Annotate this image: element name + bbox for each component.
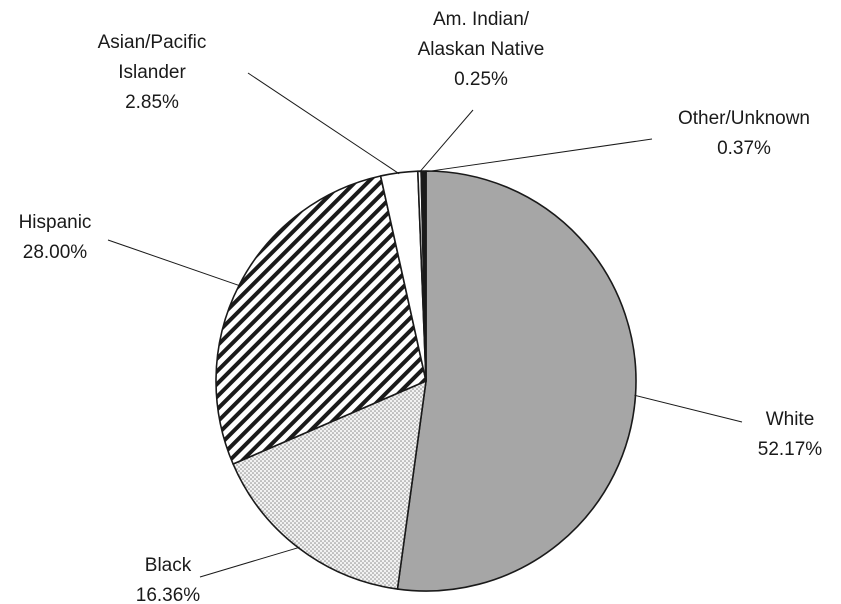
leader-lines — [107, 72, 743, 578]
slice-labels: White 52.17% Black 16.36% Hispanic 28.00% Asia… — [19, 9, 823, 604]
label-line: Black — [145, 555, 192, 576]
label-line: Am. Indian/ — [433, 9, 530, 30]
label-black: Black 16.36% — [136, 555, 201, 604]
slice-black — [232, 380, 427, 590]
label-line: 16.36% — [136, 585, 201, 604]
label-line: Other/Unknown — [678, 108, 810, 129]
label-hispanic: Hispanic 28.00% — [19, 212, 92, 263]
label-line: Asian/Pacific — [98, 32, 207, 53]
label-white: White 52.17% — [758, 409, 823, 460]
label-line: Alaskan Native — [418, 39, 545, 60]
leader-asian-pacific-islander — [247, 72, 400, 175]
label-line: 0.37% — [717, 138, 771, 159]
label-line: 2.85% — [125, 92, 179, 113]
label-line: 52.17% — [758, 439, 823, 460]
slice-white — [396, 170, 637, 592]
leader-white — [634, 394, 743, 423]
label-line: Islander — [118, 62, 186, 83]
label-line: Hispanic — [19, 212, 92, 233]
label-line: 28.00% — [23, 242, 88, 263]
leader-black — [199, 546, 300, 578]
slice-other-unknown — [420, 170, 427, 382]
label-asian-pacific-islander: Asian/Pacific Islander 2.85% — [98, 32, 207, 113]
label-line: White — [766, 409, 815, 430]
leader-hispanic — [107, 239, 241, 287]
leader-am-indian-alaskan-native — [419, 109, 474, 173]
label-line: 0.25% — [454, 69, 508, 90]
label-am-indian-alaskan-native: Am. Indian/Alaskan Native 0.25% — [418, 9, 545, 90]
label-other-unknown: Other/Unknown 0.37% — [678, 108, 810, 159]
leader-other-unknown — [423, 138, 653, 173]
pie-slices — [215, 170, 637, 592]
